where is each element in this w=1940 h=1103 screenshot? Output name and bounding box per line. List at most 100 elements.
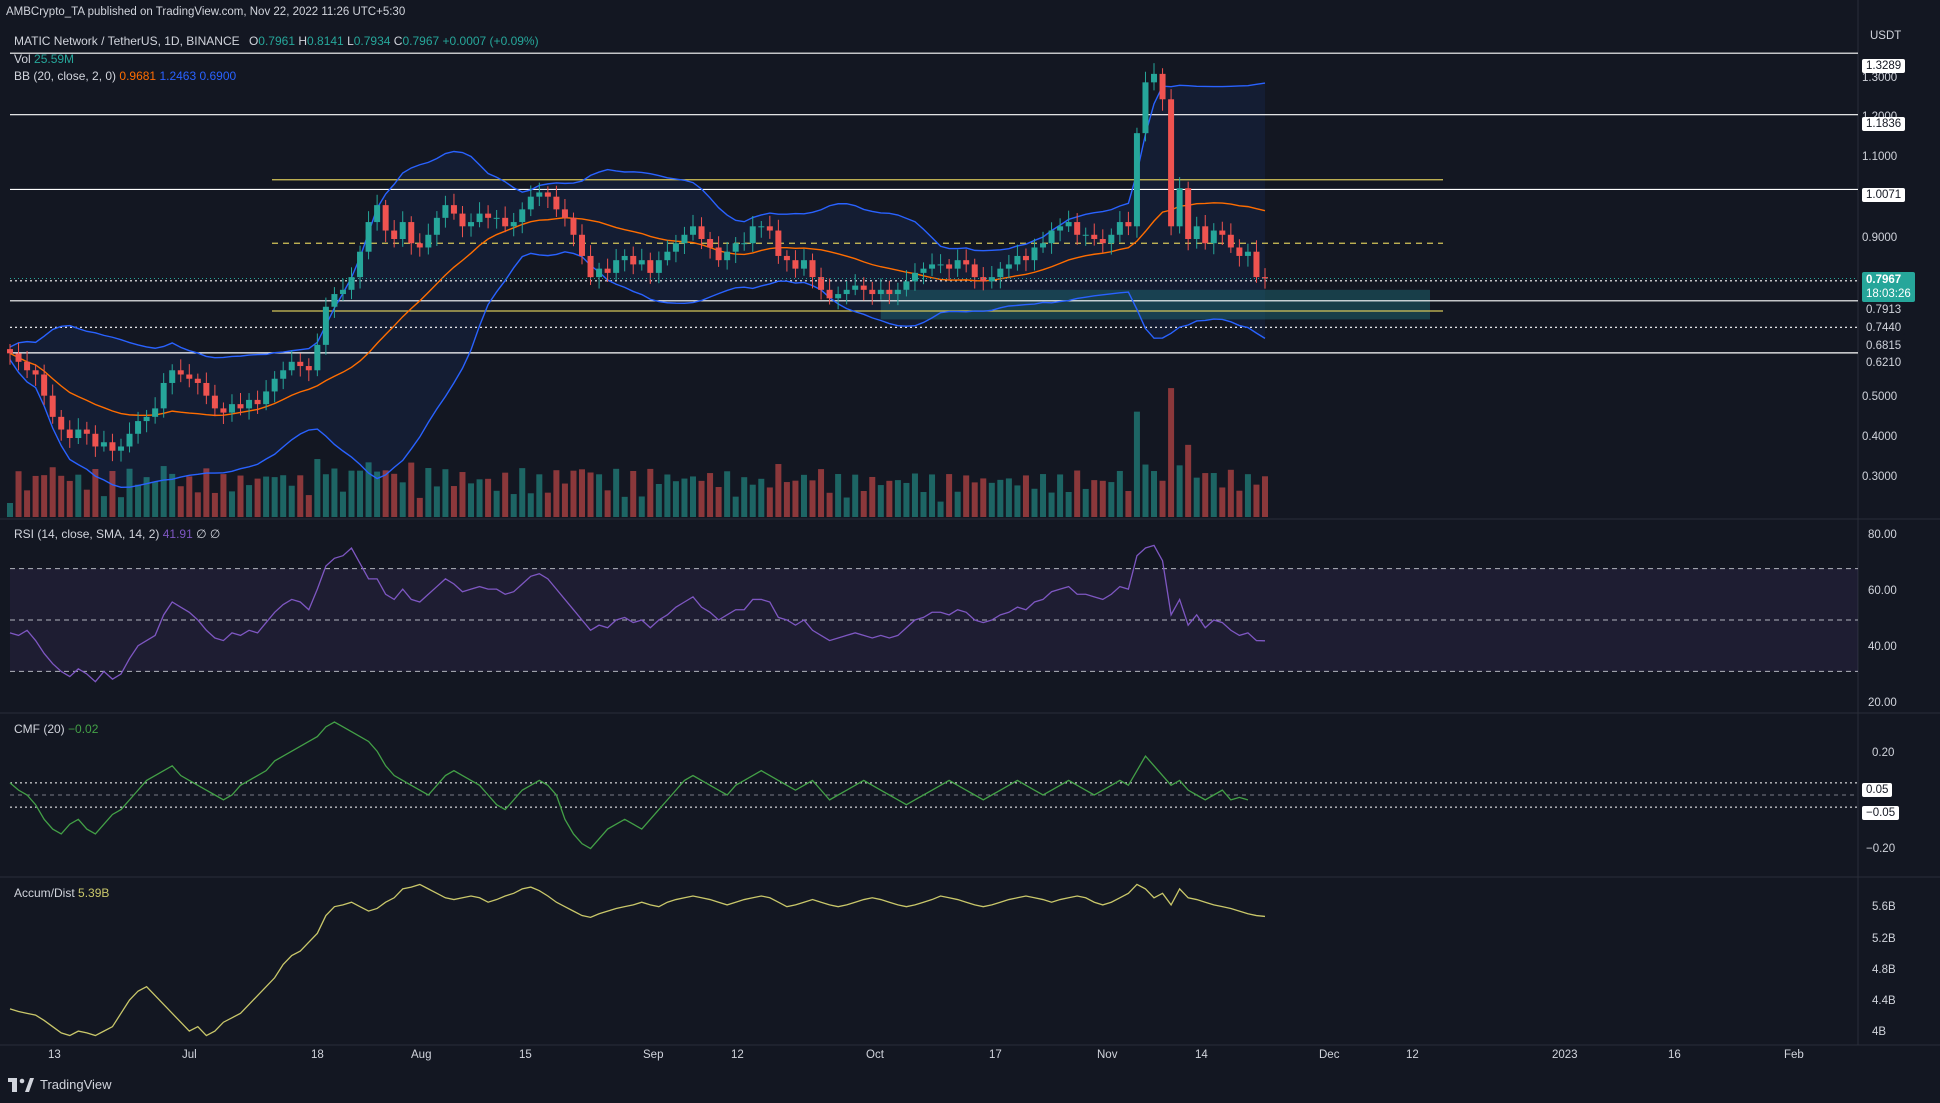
- candle: [211, 384, 218, 417]
- bb-lower-value: 0.6900: [199, 69, 237, 83]
- time-tick-15: 15: [519, 1049, 532, 1061]
- candle: [58, 409, 65, 441]
- volume-legend[interactable]: Vol 25.59M: [14, 52, 74, 66]
- volume-bar: [1236, 490, 1243, 517]
- candle-body: [596, 268, 603, 278]
- current-price: 0.7967: [1866, 274, 1902, 286]
- candle: [425, 223, 432, 255]
- candle-body: [579, 234, 586, 256]
- rsi-legend[interactable]: RSI (14, close, SMA, 14, 2) 41.91 ∅ ∅: [14, 527, 220, 541]
- price-tick-1300: 1.3000: [1862, 72, 1898, 84]
- candle: [698, 217, 705, 250]
- candle-body: [399, 222, 406, 240]
- candle-body: [493, 217, 500, 219]
- candle: [800, 249, 807, 276]
- candle-body: [903, 281, 910, 290]
- volume-bar: [818, 469, 825, 517]
- candle-body: [1031, 247, 1038, 261]
- rsi-value: 41.91: [162, 527, 193, 541]
- symbol-legend[interactable]: MATIC Network / TetherUS, 1D, BINANCE O0…: [14, 34, 539, 48]
- bb-legend[interactable]: BB (20, close, 2, 0) 0.9681 1.2463 0.690…: [14, 69, 236, 83]
- volume-bar: [493, 490, 500, 517]
- candle: [1262, 268, 1268, 289]
- volume-bar: [852, 474, 859, 517]
- price-pane[interactable]: [7, 52, 1858, 517]
- candle: [331, 287, 338, 318]
- rsi-pane[interactable]: [9, 544, 1858, 683]
- volume-bar: [211, 492, 218, 517]
- candle: [596, 262, 603, 289]
- volume-bar: [741, 477, 748, 517]
- volume-bar: [339, 491, 346, 517]
- candle: [715, 236, 722, 267]
- ad-pane[interactable]: [9, 883, 1266, 1037]
- volume-bar: [1185, 444, 1192, 517]
- volume-bar: [860, 490, 867, 517]
- candle: [553, 185, 560, 217]
- candle: [911, 263, 918, 291]
- time-tick-14: 14: [1195, 1049, 1208, 1061]
- volume-bar: [194, 492, 201, 517]
- candle-body: [698, 226, 705, 240]
- candle-body: [988, 277, 995, 282]
- volume-bar: [647, 468, 654, 517]
- candle: [169, 364, 176, 395]
- candle-body: [24, 361, 31, 371]
- volume-bar: [672, 481, 679, 517]
- candle: [476, 202, 483, 228]
- candle: [1125, 211, 1132, 236]
- candle-body: [348, 277, 355, 290]
- ohlc-close-label: C: [393, 34, 403, 48]
- candle: [877, 278, 884, 300]
- candle: [83, 421, 90, 445]
- candle-body: [228, 404, 235, 413]
- candle-body: [1116, 222, 1123, 235]
- volume-bar: [1202, 473, 1209, 517]
- candle: [527, 185, 534, 217]
- rsi-tick-60: 60.00: [1868, 585, 1897, 597]
- volume-bar: [886, 480, 893, 517]
- cmf-tick-020: 0.20: [1872, 747, 1895, 759]
- candle: [1142, 71, 1149, 142]
- candle: [100, 430, 107, 452]
- cmf-pane[interactable]: [9, 721, 1858, 850]
- candle-body: [1244, 251, 1251, 256]
- volume-bar: [314, 459, 321, 517]
- candle: [937, 254, 944, 274]
- ad-legend[interactable]: Accum/Dist 5.39B: [14, 886, 109, 900]
- candle: [971, 258, 978, 289]
- ad-tick-48: 4.8B: [1872, 964, 1896, 976]
- current-price-label: 0.7967 18:03:26: [1862, 272, 1915, 302]
- candle-body: [980, 277, 987, 282]
- candle: [835, 286, 842, 310]
- candle-body: [689, 226, 696, 235]
- volume-bar: [724, 471, 731, 517]
- cmf-tick-neg020: −0.20: [1866, 843, 1896, 855]
- candle-body: [476, 213, 483, 223]
- cmf-legend[interactable]: CMF (20) −0.02: [14, 722, 98, 736]
- candle-body: [1219, 230, 1226, 235]
- candle: [228, 394, 235, 422]
- candle-body: [288, 361, 295, 371]
- candle-body: [468, 222, 475, 227]
- volume-bar: [1244, 474, 1251, 517]
- candle-body: [1176, 188, 1183, 227]
- candle-body: [263, 391, 270, 405]
- candle: [1159, 68, 1166, 111]
- candle-body: [1202, 226, 1209, 244]
- candle: [1176, 177, 1183, 234]
- volume-bar: [476, 479, 483, 517]
- candle-body: [391, 230, 398, 240]
- level-label-13289: 1.3289: [1862, 59, 1906, 73]
- candle-body: [1168, 99, 1175, 227]
- candle-body: [83, 429, 90, 434]
- volume-bar: [348, 470, 355, 517]
- tradingview-brand[interactable]: TradingView: [8, 1077, 112, 1092]
- candle: [1253, 240, 1260, 283]
- candle-body: [177, 370, 184, 375]
- level-label-10071: 1.0071: [1862, 188, 1906, 202]
- candle-body: [510, 222, 517, 227]
- candle-body: [408, 222, 415, 244]
- volume-bar: [263, 476, 270, 517]
